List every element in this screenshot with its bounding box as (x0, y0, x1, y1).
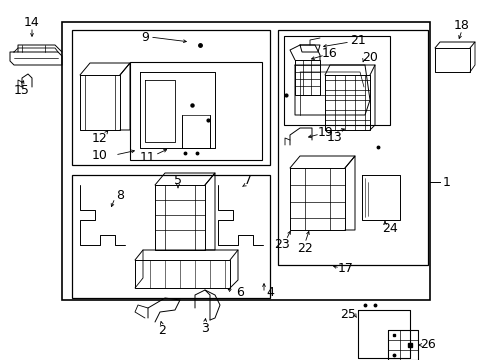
Text: 9: 9 (141, 31, 149, 44)
Text: 16: 16 (322, 46, 337, 59)
Text: 12: 12 (92, 131, 108, 144)
Text: 3: 3 (201, 321, 208, 334)
Text: 6: 6 (236, 287, 244, 300)
Text: 22: 22 (297, 242, 312, 255)
Text: 4: 4 (265, 287, 273, 300)
Bar (72, 175, 269, 298)
Text: 11: 11 (140, 150, 156, 163)
Text: 24: 24 (381, 221, 397, 234)
Text: 20: 20 (361, 50, 377, 63)
Text: 25: 25 (339, 309, 355, 321)
Text: 19: 19 (318, 126, 333, 139)
Text: 8: 8 (116, 189, 124, 202)
Text: 13: 13 (326, 131, 342, 144)
Text: 2: 2 (158, 324, 165, 337)
Bar (62, 22, 429, 300)
Bar (278, 30, 427, 265)
Bar (284, 36, 389, 125)
Text: 1: 1 (442, 176, 450, 189)
Text: 15: 15 (14, 84, 30, 96)
Bar (130, 62, 262, 160)
Text: 10: 10 (92, 149, 108, 162)
Bar (72, 30, 269, 165)
Text: 7: 7 (244, 174, 251, 186)
Text: 23: 23 (274, 239, 289, 252)
Text: 14: 14 (24, 15, 40, 28)
Text: 21: 21 (349, 33, 365, 46)
Text: 17: 17 (337, 261, 353, 275)
Text: 26: 26 (419, 338, 435, 351)
Text: 5: 5 (174, 174, 182, 186)
Text: 18: 18 (453, 18, 469, 32)
